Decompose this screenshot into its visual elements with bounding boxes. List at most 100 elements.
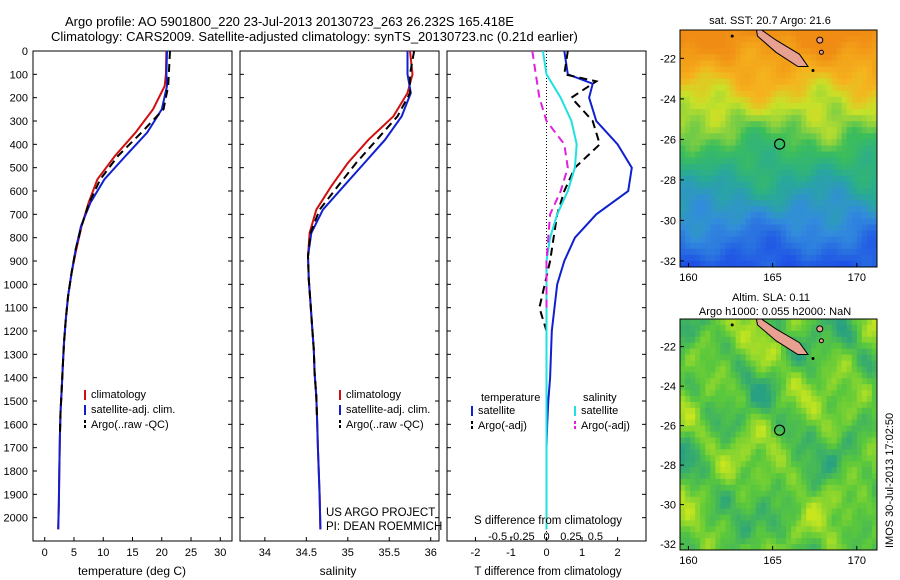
sla-map-cell — [695, 425, 701, 433]
sst-map-cell — [765, 48, 772, 55]
sla-map-cell — [826, 366, 833, 373]
sla-map-cell — [760, 360, 767, 367]
sla-map-cell — [740, 360, 747, 367]
sst-map-cell — [851, 115, 858, 122]
sla-map-cell — [836, 532, 843, 539]
sst-map-cell — [700, 200, 706, 207]
sla-map-cell — [816, 401, 823, 409]
sla-map-cell — [690, 473, 696, 480]
sla-map-cell — [786, 538, 792, 545]
sla-map-cell — [791, 520, 797, 527]
sla-map-cell — [740, 538, 747, 545]
sst-map-cell — [750, 181, 757, 189]
sst-map-cell — [755, 242, 762, 250]
sla-map-cell — [816, 437, 823, 444]
sla-map-cell — [740, 502, 747, 510]
s-difference-xlabel: S difference from climatology — [474, 515, 622, 527]
sst-map-cell — [816, 236, 823, 244]
temperature-xtick-label: 25 — [185, 547, 197, 559]
sla-map-cell — [715, 437, 722, 444]
sst-map-cell — [715, 30, 722, 37]
sst-map-cell — [816, 169, 823, 177]
sla-map-cell — [851, 407, 858, 415]
sla-map-cell — [770, 532, 777, 539]
sla-map-cell — [745, 526, 752, 533]
sla-map-cell — [841, 401, 848, 409]
sst-map-cell — [710, 60, 716, 68]
sla-map-cell — [776, 366, 782, 373]
sla-map-cell — [856, 413, 863, 421]
sst-map-cell — [695, 236, 701, 244]
sst-map-cell — [760, 48, 767, 55]
sst-map-cell — [705, 78, 711, 86]
sla-map-cell — [856, 496, 863, 504]
sst-map-cell — [836, 102, 843, 110]
sst-map-cell — [770, 54, 777, 61]
sst-map-cell — [806, 151, 812, 159]
sst-map-cell — [730, 84, 737, 92]
sla-map-cell — [816, 407, 823, 415]
sla-map-cell — [750, 407, 757, 415]
sst-map-cell — [786, 145, 792, 153]
sla-map-cell — [755, 502, 762, 510]
sst-map-cell — [841, 139, 848, 147]
sst-map-cell — [720, 260, 727, 267]
s-diff-xtick-label: -0.5 — [488, 531, 507, 543]
sla-map-cell — [690, 478, 696, 486]
sst-map-cell — [750, 145, 757, 153]
sst-map-cell — [715, 188, 722, 195]
sla-map-cell — [750, 396, 757, 403]
sla-map-cell — [846, 342, 853, 350]
sla-map-cell — [811, 413, 817, 421]
sla-map-cell — [831, 419, 838, 427]
sla-map-cell — [811, 532, 817, 539]
sst-map-cell — [831, 121, 838, 128]
sst-map-cell — [720, 194, 727, 201]
sst-map-cell — [841, 127, 848, 134]
sla-map-ytick-label: -26 — [660, 421, 676, 433]
sla-map-cell — [755, 455, 762, 462]
sla-map-cell — [851, 514, 858, 521]
sla-map-cell — [871, 467, 877, 474]
sst-map-cell — [755, 42, 762, 49]
sst-map-cell — [760, 84, 767, 92]
sst-map-cell — [710, 242, 716, 250]
sla-map-cell — [821, 437, 828, 444]
sla-map-cell — [836, 366, 843, 373]
sla-map-cell — [710, 490, 716, 498]
sla-map-cell — [680, 520, 686, 527]
sst-map-cell — [685, 248, 691, 256]
sla-map-cell — [740, 354, 747, 361]
sst-map-cell — [695, 212, 701, 219]
sla-map-cell — [851, 437, 858, 444]
sst-map-cell — [821, 102, 828, 110]
sla-map-cell — [770, 354, 777, 361]
sst-map-cell — [791, 254, 797, 262]
sla-map-cell — [846, 336, 853, 344]
sla-map-cell — [725, 502, 732, 510]
sst-map-cell — [836, 163, 843, 171]
sst-map-cell — [765, 78, 772, 86]
sla-map-cell — [846, 372, 853, 379]
sla-map-cell — [781, 490, 787, 498]
sst-map-cell — [710, 248, 716, 256]
sla-map-cell — [831, 330, 838, 338]
sla-map-cell — [826, 526, 833, 533]
sla-map-cell — [755, 413, 762, 421]
sla-map-cell — [786, 401, 792, 409]
sst-map-cell — [695, 72, 701, 80]
sst-map-cell — [846, 84, 853, 92]
sst-map-cell — [755, 102, 762, 110]
sla-map-cell — [851, 425, 858, 433]
sst-map-cell — [765, 212, 772, 219]
sst-map-ytick-label: -32 — [660, 256, 676, 268]
sst-map-cell — [851, 242, 858, 250]
sst-map-cell — [786, 218, 792, 226]
sla-map-cell — [735, 449, 742, 456]
sla-map-cell — [690, 449, 696, 456]
sst-map-cell — [720, 236, 727, 244]
sla-map-cell — [801, 467, 807, 474]
sst-map-cell — [710, 54, 716, 61]
sla-map-cell — [705, 520, 711, 527]
sst-map-cell — [806, 236, 812, 244]
